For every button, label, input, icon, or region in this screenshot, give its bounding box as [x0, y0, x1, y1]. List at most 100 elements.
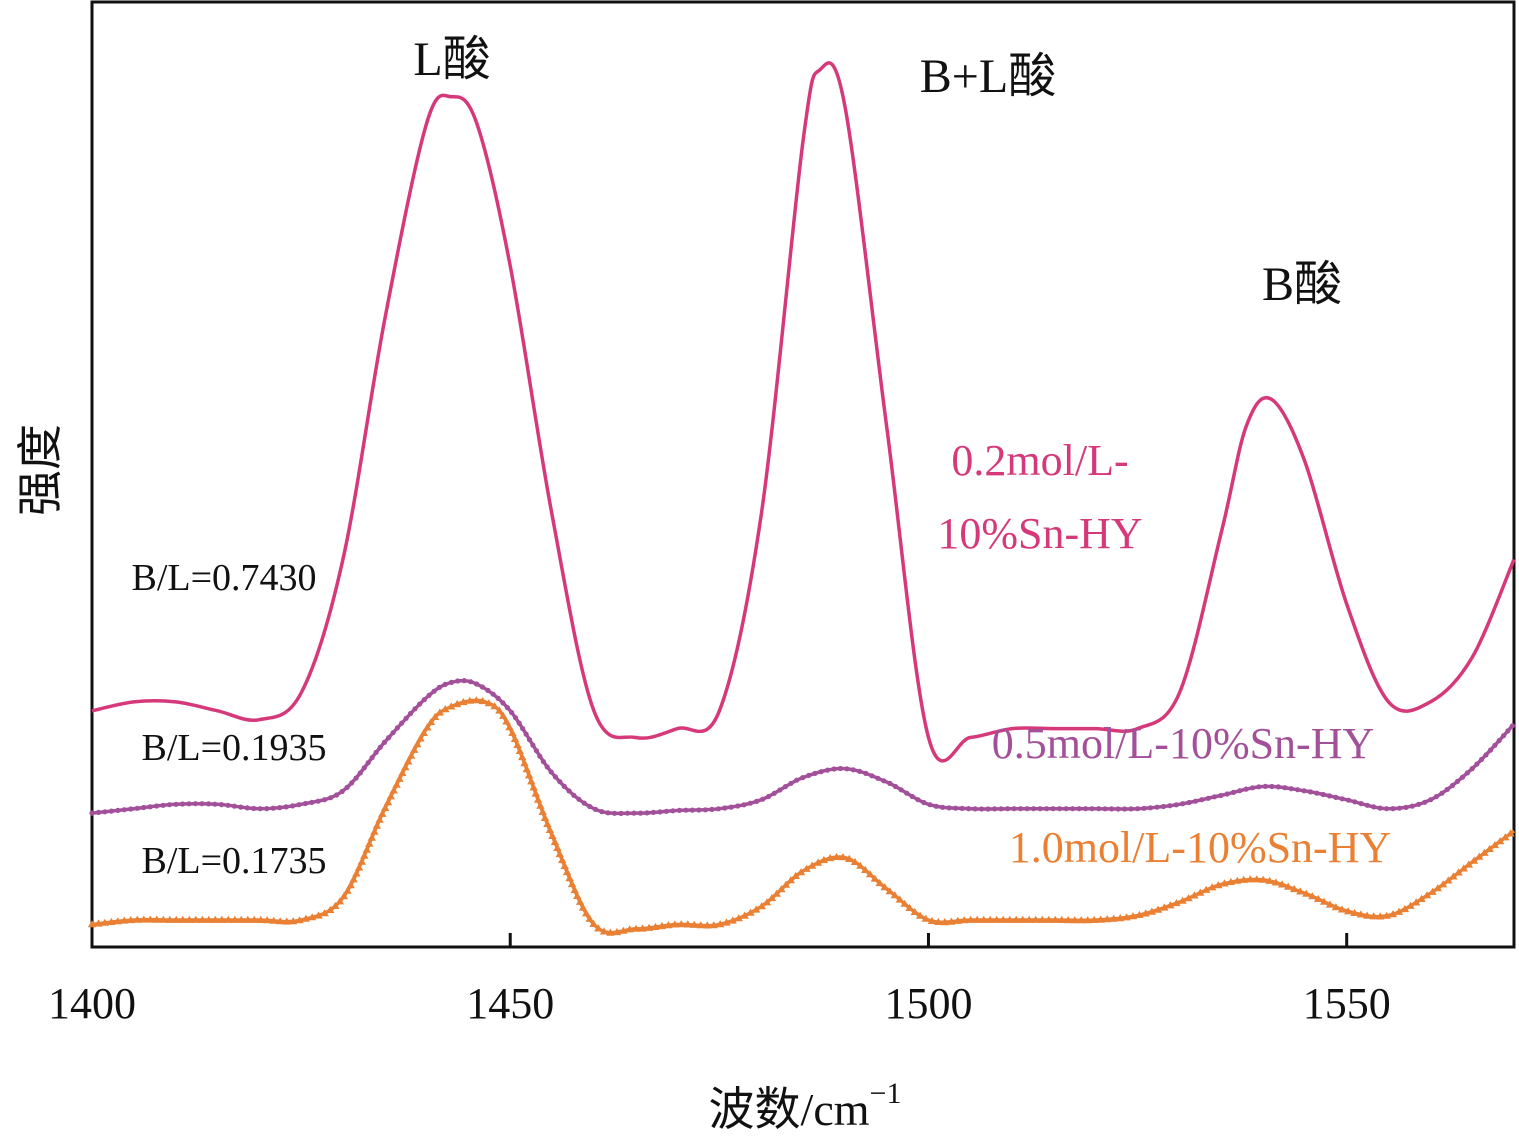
series-2-marker — [334, 792, 340, 798]
series-3-marker — [1246, 875, 1255, 883]
series-2-marker — [1076, 806, 1082, 812]
series-3-marker — [999, 915, 1008, 923]
series-2-marker — [231, 803, 237, 809]
series-2-marker — [121, 807, 127, 813]
series-3-marker — [947, 917, 956, 925]
series-3-marker — [1459, 864, 1468, 872]
series-3-marker — [703, 921, 712, 929]
series-2-marker — [644, 810, 650, 816]
series-2-marker — [637, 810, 644, 816]
series-2-marker — [526, 737, 533, 743]
series-2-marker — [1352, 799, 1358, 805]
series-3-marker — [575, 897, 585, 905]
series-3-marker — [1153, 905, 1163, 913]
series-2-marker — [205, 801, 212, 807]
series-3-marker — [360, 851, 369, 859]
series-3-marker — [1350, 908, 1359, 916]
series-2-marker — [992, 806, 998, 812]
series-2-marker — [455, 678, 461, 684]
series-3-marker — [139, 915, 148, 923]
series-2-marker — [1383, 806, 1390, 812]
series-2-marker — [1011, 806, 1017, 812]
series-3-marker — [808, 861, 817, 869]
series-2-marker — [417, 701, 423, 707]
series-3-marker — [326, 905, 335, 913]
series-3-marker — [484, 699, 493, 707]
series-3-marker — [856, 861, 865, 869]
series-3-marker — [1296, 887, 1305, 895]
series-2-marker — [1444, 786, 1450, 793]
series-2-marker — [1469, 766, 1475, 772]
series-3-marker — [520, 759, 529, 767]
series-3-marker — [120, 916, 129, 924]
series-2-marker — [800, 775, 806, 781]
series-2-marker — [102, 809, 108, 815]
series-3-marker — [553, 843, 562, 851]
series-3-marker — [696, 921, 705, 929]
series-3-marker — [1290, 884, 1299, 893]
series-3-marker — [865, 870, 875, 878]
series-2-marker — [1249, 785, 1256, 791]
series-3-marker — [1252, 875, 1261, 883]
series-2-marker — [760, 796, 766, 802]
series-3-marker — [861, 865, 870, 873]
series-2-marker — [426, 692, 432, 698]
series-3-marker — [1271, 878, 1281, 886]
ratio-label-3: B/L=0.1735 — [141, 840, 326, 882]
series-2 — [89, 678, 1516, 817]
series-3-marker — [992, 915, 1001, 923]
series-3-marker — [560, 862, 569, 870]
series-3-marker — [651, 922, 660, 930]
series-2-marker — [657, 809, 663, 815]
series-3-marker — [263, 916, 272, 924]
series-3-marker — [573, 891, 582, 899]
series-3-marker — [472, 696, 481, 704]
series-2-marker — [89, 810, 95, 816]
series-3-marker — [606, 928, 615, 936]
series-2-marker — [296, 802, 302, 808]
labels-layer: L酸 B+L酸 B酸 B/L=0.7430 B/L=0.1935 B/L=0.1735 0.… — [131, 33, 1391, 882]
series-3-marker — [392, 780, 401, 788]
series-2-marker — [147, 804, 153, 810]
series-3-marker — [875, 878, 884, 887]
series-2-marker — [495, 695, 501, 702]
series-3-marker — [1077, 916, 1086, 924]
series-3-marker — [250, 915, 259, 923]
series-2-marker — [1326, 793, 1333, 799]
series-3-marker — [1501, 833, 1510, 841]
series-3-marker — [1444, 876, 1453, 884]
series-3-marker — [87, 920, 97, 928]
series-3-marker — [1116, 914, 1125, 922]
series-2-marker — [1496, 737, 1502, 744]
series-2-marker — [523, 731, 529, 737]
series-2-marker — [1459, 774, 1466, 780]
series-3-marker — [423, 723, 432, 731]
series-3-marker — [243, 915, 252, 923]
series-3-marker — [1422, 891, 1432, 899]
series-2-marker — [251, 805, 257, 812]
series-2-marker — [1409, 803, 1415, 809]
series-3-marker — [638, 924, 647, 932]
series-3-marker — [657, 921, 667, 930]
series-3-marker — [740, 911, 749, 919]
series-3-marker — [870, 874, 880, 882]
peak-label-3: B酸 — [1262, 258, 1342, 311]
series-2-marker — [754, 798, 760, 805]
series-2-marker — [321, 797, 328, 803]
series-2-marker — [985, 806, 991, 812]
series-2-marker — [1288, 786, 1294, 792]
series-3-marker — [589, 919, 598, 927]
x-tick-label-1450: 1450 — [466, 979, 554, 1028]
series-3-marker — [565, 874, 574, 882]
series-3-marker — [1302, 889, 1311, 897]
series-3-marker — [825, 853, 835, 862]
series-2-marker — [587, 803, 593, 810]
series-3-marker — [1449, 872, 1458, 880]
series-3-marker — [567, 880, 577, 888]
series-2-marker — [540, 759, 547, 765]
series-3-marker — [1103, 915, 1112, 923]
series-3-marker — [499, 711, 508, 719]
series-3-marker — [1239, 875, 1248, 883]
plot-frame — [90, 0, 1516, 949]
series-2-marker — [1186, 799, 1192, 806]
